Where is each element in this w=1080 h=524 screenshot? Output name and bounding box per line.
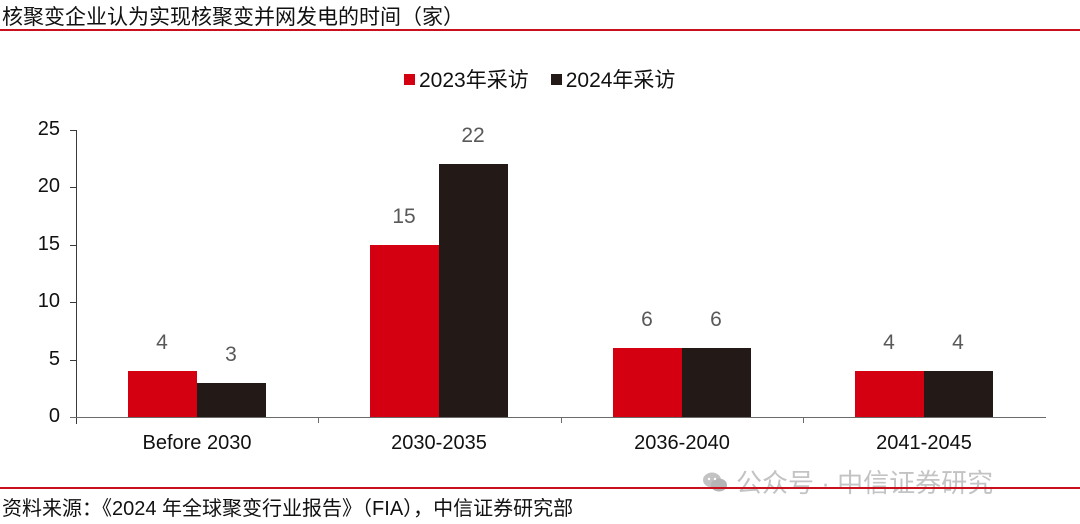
data-label: 4 (952, 331, 964, 354)
plot-area: 0 5 10 15 20 25 4 3 15 22 6 6 4 4 Before… (37, 118, 1046, 454)
data-label: 6 (641, 308, 653, 331)
footer-divider (0, 487, 1080, 489)
data-label: 3 (225, 343, 237, 366)
watermark: 公众号 · 中信证券研究 (702, 463, 993, 500)
bar-2024-2030-2035 (439, 164, 508, 417)
title-divider (0, 29, 1080, 31)
y-tick-label: 25 (37, 118, 60, 140)
chart-title: 核聚变企业认为实现核聚变并网发电的时间（家） (2, 6, 464, 29)
bar-2024-before-2030 (197, 383, 266, 417)
data-label: 15 (392, 205, 416, 228)
bar-2024-2041-2045 (924, 371, 993, 417)
legend-swatch-2023-icon (404, 73, 415, 85)
bar-2023-before-2030 (128, 371, 197, 417)
legend-label-2023: 2023年采访 (419, 69, 529, 92)
watermark-text: 公众号 · 中信证券研究 (736, 468, 994, 498)
data-label: 4 (883, 331, 895, 354)
y-tick-label: 5 (48, 348, 60, 370)
bar-2024-2036-2040 (682, 348, 751, 417)
y-tick-label: 20 (37, 175, 60, 197)
legend-label-2024: 2024年采访 (565, 69, 676, 92)
x-category-label: 2041-2045 (876, 432, 972, 454)
source-note: 资料来源：《2024 年全球聚变行业报告》（FIA），中信证券研究部 (2, 498, 574, 520)
legend-item-2024: 2024年采访 (550, 64, 676, 94)
bar-2023-2030-2035 (370, 245, 439, 417)
y-tick-label: 0 (48, 405, 60, 427)
legend-swatch-2024-icon (550, 73, 562, 85)
axes (70, 130, 1046, 424)
y-tick-label: 10 (37, 290, 60, 312)
bar-2023-2036-2040 (613, 348, 682, 417)
x-category-label: 2030-2035 (391, 432, 487, 454)
bar-2023-2041-2045 (855, 371, 924, 417)
x-category-label: Before 2030 (142, 432, 252, 454)
data-label: 22 (461, 124, 485, 147)
legend: 2023年采访 2024年采访 (404, 64, 697, 94)
y-tick-label: 15 (37, 233, 60, 255)
data-label: 6 (710, 308, 722, 331)
wechat-icon (703, 472, 727, 491)
data-label: 4 (156, 331, 168, 354)
x-category-label: 2036-2040 (634, 432, 730, 454)
legend-item-2023: 2023年采访 (404, 64, 529, 94)
